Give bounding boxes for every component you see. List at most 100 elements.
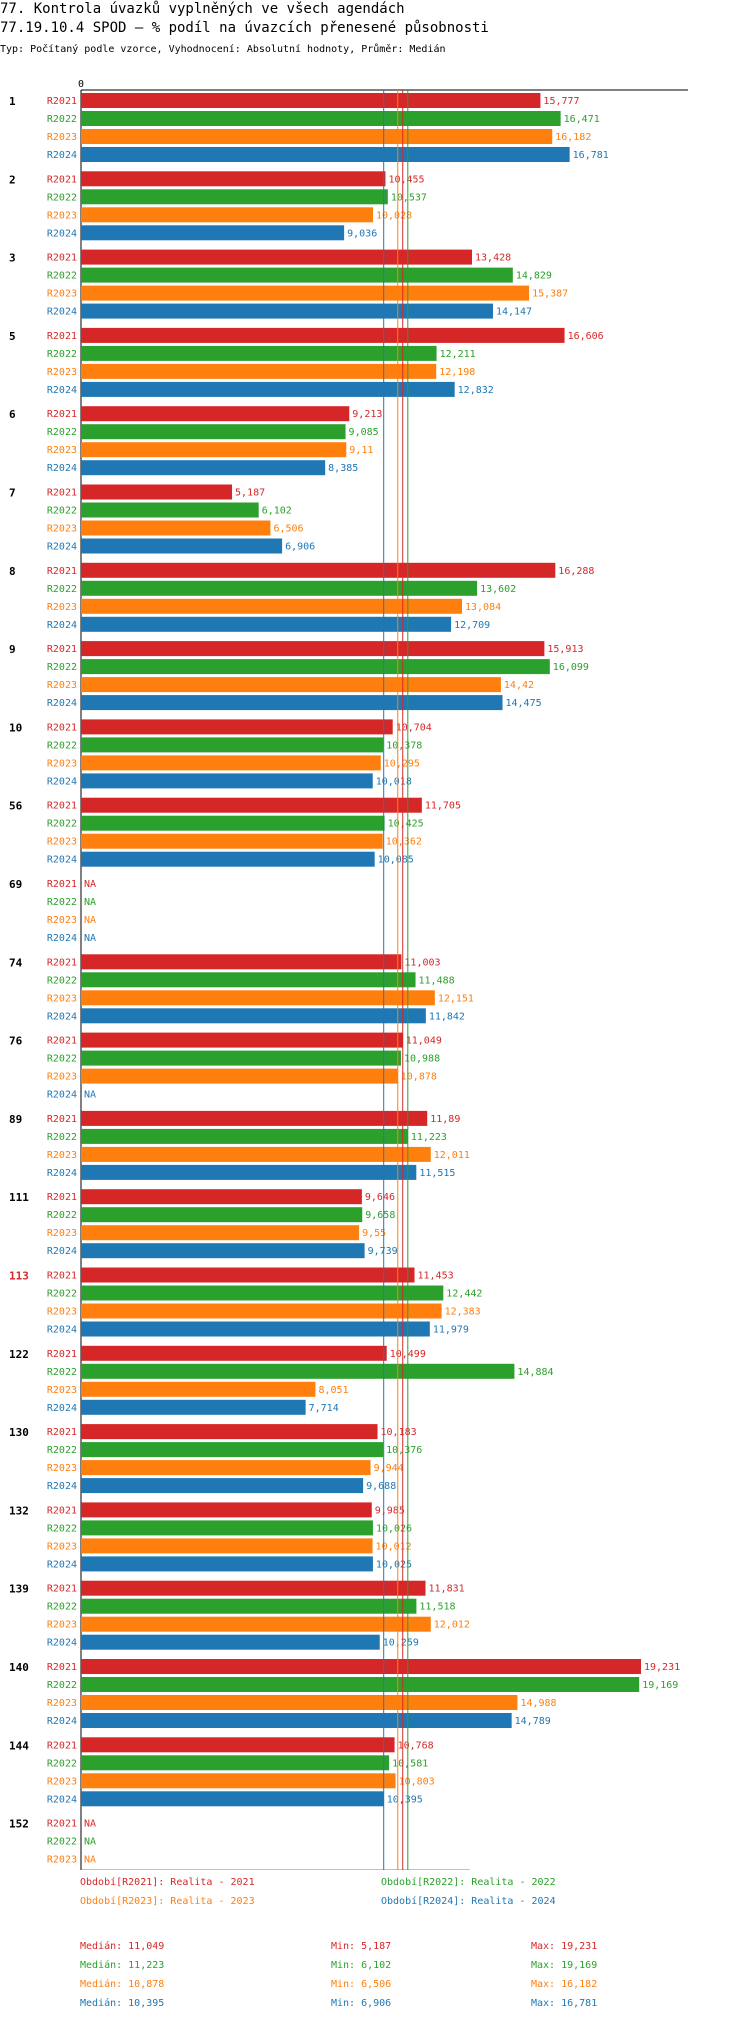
- series-label: R2022: [47, 1367, 77, 1378]
- series-label: R2021: [47, 801, 77, 812]
- bar: [81, 189, 388, 205]
- data-label: 6,506: [273, 524, 303, 535]
- data-label: 9,658: [365, 1210, 395, 1221]
- series-label: R2023: [47, 993, 77, 1004]
- bar: [81, 1110, 428, 1126]
- series-label: R2024: [47, 1716, 77, 1727]
- series-label: R2024: [47, 463, 77, 474]
- series-label: R2024: [47, 1011, 77, 1022]
- bar: [81, 129, 553, 144]
- bar: [81, 424, 346, 440]
- data-label: NA: [84, 1837, 96, 1848]
- bar: [81, 1460, 371, 1476]
- data-label: 11,89: [430, 1114, 460, 1125]
- series-label: R2024: [47, 1481, 77, 1492]
- series-label: R2023: [47, 210, 77, 221]
- series-label: R2022: [47, 1132, 77, 1143]
- series-label: R2024: [47, 776, 77, 787]
- bar: [81, 1659, 642, 1674]
- data-label: 7,714: [309, 1403, 339, 1414]
- series-label: R2022: [47, 975, 77, 986]
- bar: [81, 327, 565, 343]
- category-label: 140: [9, 1661, 29, 1674]
- series-label: R2023: [47, 1072, 77, 1083]
- data-label: 16,288: [558, 566, 594, 577]
- x-tick-label: 0: [78, 79, 84, 90]
- series-label: R2024: [47, 1246, 77, 1257]
- series-label: R2021: [47, 1505, 77, 1516]
- series-label: R2022: [47, 740, 77, 751]
- data-label: 11,705: [425, 801, 461, 812]
- data-label: 12,012: [434, 1620, 470, 1631]
- series-label: R2023: [47, 1776, 77, 1787]
- data-label: 10,028: [376, 210, 412, 221]
- data-label: 12,151: [438, 993, 474, 1004]
- category-label: 74: [9, 956, 23, 969]
- data-label: 10,425: [388, 819, 424, 830]
- data-label: 10,768: [398, 1740, 434, 1751]
- bar: [81, 1032, 403, 1048]
- category-label: 2: [9, 173, 16, 186]
- category-label: 8: [9, 565, 16, 578]
- bar: [81, 381, 455, 397]
- data-label: 13,602: [480, 584, 516, 595]
- series-label: R2021: [47, 488, 77, 499]
- category-label: 69: [9, 878, 22, 891]
- data-label: 16,781: [573, 150, 609, 161]
- bar: [81, 773, 373, 789]
- data-label: 15,913: [547, 644, 583, 655]
- category-label: 132: [9, 1504, 29, 1517]
- bar: [81, 833, 383, 849]
- bar: [81, 1008, 426, 1024]
- bar: [81, 1243, 365, 1259]
- series-label: R2022: [47, 1758, 77, 1769]
- data-label: 19,169: [642, 1680, 678, 1691]
- data-label: 11,223: [411, 1132, 447, 1143]
- series-label: R2022: [47, 192, 77, 203]
- data-label: NA: [84, 1819, 96, 1830]
- data-label: 9,11: [349, 445, 373, 456]
- data-label: 13,084: [465, 602, 501, 613]
- data-label: 11,488: [419, 975, 455, 986]
- bar: [81, 972, 416, 988]
- data-label: 10,183: [381, 1427, 417, 1438]
- data-label: 14,988: [520, 1698, 556, 1709]
- data-label: 9,688: [366, 1481, 396, 1492]
- series-label: R2021: [47, 566, 77, 577]
- series-label: R2023: [47, 837, 77, 848]
- data-label: 10,378: [386, 740, 422, 751]
- bar: [81, 1345, 387, 1361]
- bar: [81, 1791, 384, 1807]
- series-label: R2022: [47, 271, 77, 282]
- data-label: 10,295: [384, 758, 420, 769]
- bar: [81, 641, 545, 657]
- data-label: 14,829: [516, 271, 552, 282]
- bar: [81, 442, 347, 458]
- bar: [81, 815, 385, 831]
- series-label: R2023: [47, 289, 77, 300]
- bar: [81, 484, 233, 500]
- chart-subtitle: 77.19.10.4 SPOD – % podíl na úvazcích př…: [0, 20, 489, 36]
- category-label: 144: [9, 1739, 29, 1752]
- series-label: R2022: [47, 1289, 77, 1300]
- data-label: 11,049: [406, 1036, 442, 1047]
- series-label: R2021: [47, 253, 77, 264]
- series-label: R2021: [47, 1192, 77, 1203]
- series-label: R2023: [47, 1620, 77, 1631]
- bar: [81, 797, 422, 813]
- category-label: 10: [9, 721, 22, 734]
- bar: [81, 695, 503, 711]
- data-label: 14,475: [506, 698, 542, 709]
- bar-chart: 0 1 R2021 15,777 R2022 16,471 R2023 16,182 R2024…: [9, 79, 688, 1870]
- series-label: R2023: [47, 1698, 77, 1709]
- data-label: 8,051: [318, 1385, 348, 1396]
- bar: [81, 1146, 431, 1162]
- series-label: R2024: [47, 1325, 77, 1336]
- data-label: 10,395: [387, 1794, 423, 1805]
- bar: [81, 1128, 408, 1144]
- series-label: R2022: [47, 114, 77, 125]
- bar: [81, 406, 350, 422]
- category-label: 7: [9, 487, 16, 500]
- bar: [81, 502, 259, 518]
- data-label: 14,42: [504, 680, 534, 691]
